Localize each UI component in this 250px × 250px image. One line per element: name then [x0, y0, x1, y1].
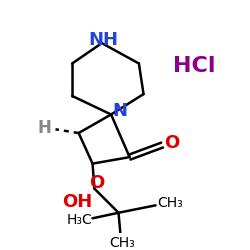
Text: CH₃: CH₃ [109, 236, 135, 250]
Text: NH: NH [89, 31, 119, 49]
Text: O: O [89, 174, 104, 192]
Text: OH: OH [62, 192, 93, 210]
Text: H: H [38, 120, 51, 138]
Text: N: N [113, 102, 128, 120]
Text: HCl: HCl [173, 56, 216, 76]
Text: CH₃: CH₃ [158, 196, 183, 210]
Text: O: O [164, 134, 179, 152]
Text: H₃C: H₃C [67, 213, 92, 227]
